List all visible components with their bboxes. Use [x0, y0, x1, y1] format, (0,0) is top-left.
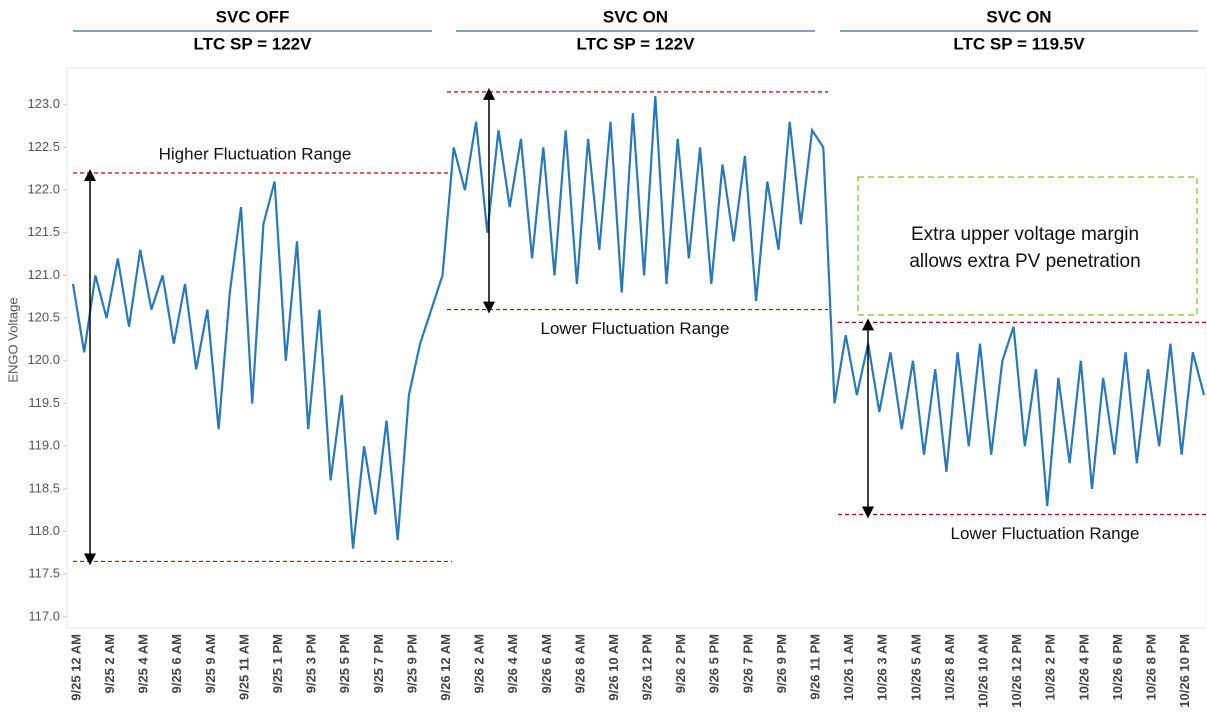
y-tick-label: 118.5: [28, 480, 60, 495]
x-tick-label: 9/25 2 AM: [102, 634, 117, 694]
x-tick-label: 9/25 7 PM: [371, 634, 386, 693]
x-tick-label: 10/26 10 AM: [975, 634, 990, 708]
plot-area: [66, 67, 1207, 629]
x-tick-label: 9/26 9 PM: [774, 634, 789, 693]
y-tick-label: 120.0: [27, 352, 60, 367]
note-box: [857, 176, 1198, 316]
x-tick-label: 10/26 1 AM: [841, 634, 856, 701]
x-tick-label: 10/26 5 AM: [908, 634, 923, 701]
note-text: Extra upper voltage margin: [911, 224, 1139, 245]
x-tick-label: 9/25 12 AM: [68, 634, 83, 701]
x-tick-label: 9/25 5 PM: [337, 634, 352, 693]
y-tick-label: 120.5: [27, 310, 60, 325]
x-tick-label: 9/26 10 AM: [606, 634, 621, 701]
y-tick-label: 122.5: [27, 139, 60, 154]
y-axis-label: ENGO Voltage: [5, 297, 20, 382]
x-tick-label: 9/26 12 PM: [640, 634, 655, 701]
section-title: SVC ON: [603, 7, 668, 26]
x-tick-label: 10/26 3 AM: [875, 634, 890, 701]
x-tick-label: 9/26 7 PM: [740, 634, 755, 693]
section-title: SVC OFF: [216, 7, 290, 26]
y-tick-label: 117.0: [28, 608, 60, 623]
x-tick-label: 9/25 4 AM: [136, 634, 151, 694]
x-tick-label: 9/25 9 PM: [404, 634, 419, 693]
x-tick-label: 9/25 11 AM: [236, 634, 251, 700]
voltage-line: [71, 96, 1206, 549]
x-tick-label: 9/26 12 AM: [438, 634, 453, 701]
x-tick-label: 10/26 6 PM: [1110, 634, 1125, 701]
x-tick-label: 9/25 6 AM: [169, 634, 184, 694]
y-tick-label: 122.0: [27, 182, 60, 197]
x-tick-label: 10/26 8 AM: [942, 634, 957, 701]
range-label: Higher Fluctuation Range: [159, 144, 352, 163]
y-tick-label: 119.0: [28, 438, 60, 453]
note-text: allows extra PV penetration: [909, 251, 1140, 272]
y-tick-label: 121.0: [27, 267, 60, 282]
y-tick-label: 118.0: [28, 523, 60, 538]
x-tick-label: 9/25 3 PM: [304, 634, 319, 693]
x-tick-label: 9/26 11 PM: [808, 634, 823, 700]
y-tick-label: 119.5: [28, 395, 60, 410]
y-tick-label: 123.0: [27, 96, 60, 111]
x-tick-label: 9/26 2 AM: [472, 634, 487, 694]
x-tick-label: 9/26 4 AM: [505, 634, 520, 694]
section-title: SVC ON: [986, 7, 1051, 26]
section-subtitle: LTC SP = 122V: [577, 34, 696, 53]
range-label: Lower Fluctuation Range: [950, 524, 1139, 543]
x-tick-label: 10/26 12 PM: [1009, 634, 1024, 708]
x-tick-label: 9/26 2 PM: [673, 634, 688, 693]
x-tick-label: 9/26 6 AM: [539, 634, 554, 694]
x-tick-label: 10/26 4 PM: [1076, 634, 1091, 701]
section-subtitle: LTC SP = 119.5V: [953, 34, 1085, 53]
x-tick-label: 9/25 1 PM: [270, 634, 285, 693]
y-tick-label: 117.5: [28, 566, 60, 581]
x-tick-label: 10/26 2 PM: [1043, 634, 1058, 701]
x-tick-label: 9/25 9 AM: [203, 634, 218, 694]
range-label: Lower Fluctuation Range: [540, 319, 729, 338]
x-tick-label: 9/26 8 AM: [572, 634, 587, 694]
x-tick-label: 10/26 8 PM: [1143, 634, 1158, 701]
x-tick-label: 9/26 5 PM: [707, 634, 722, 693]
y-tick-label: 121.5: [27, 224, 60, 239]
section-subtitle: LTC SP = 122V: [194, 34, 313, 53]
x-tick-label: 10/26 10 PM: [1177, 634, 1192, 708]
